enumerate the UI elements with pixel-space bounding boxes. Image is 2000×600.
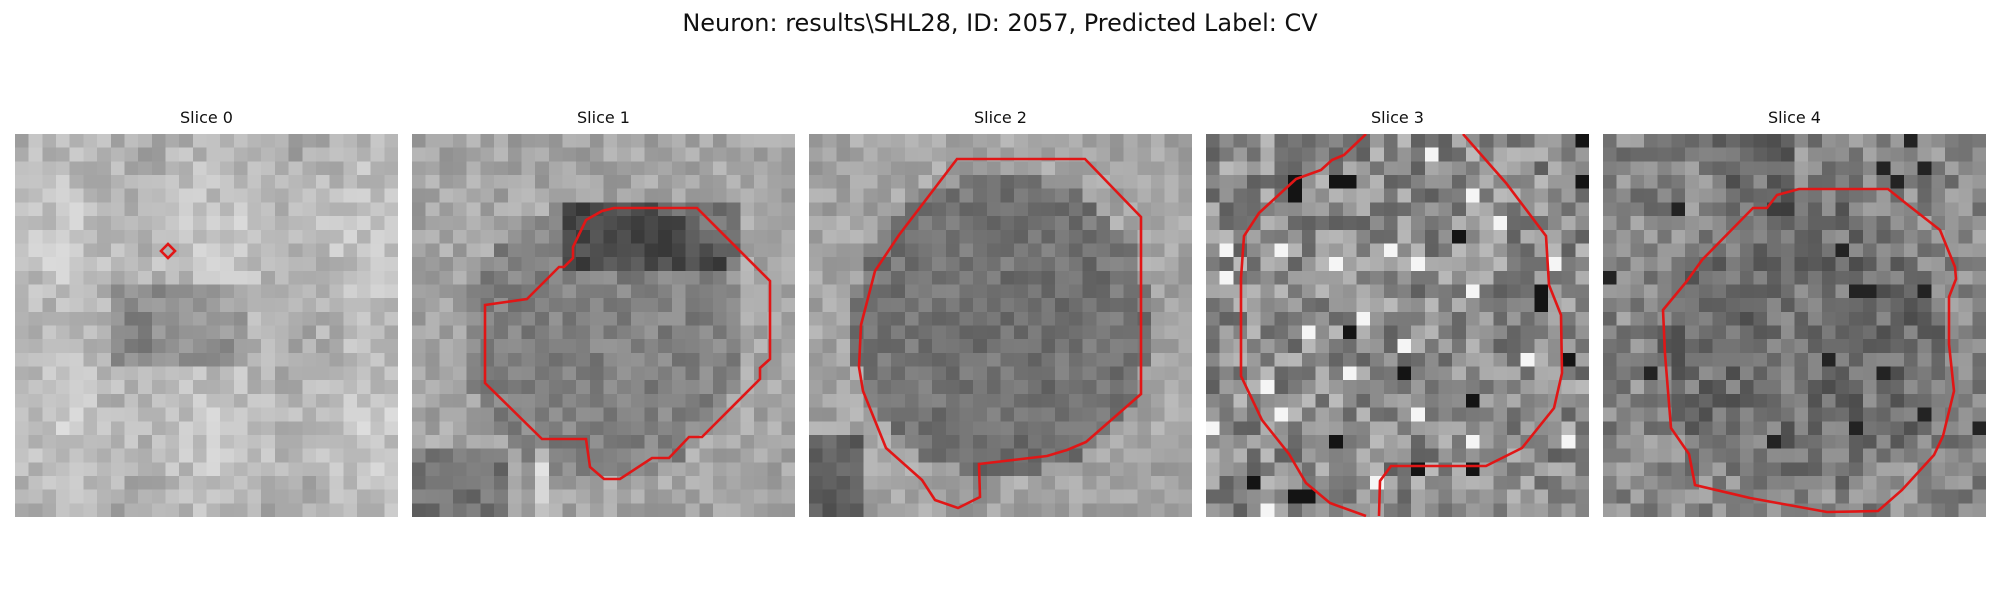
- slice-panel-0: Slice 0: [15, 108, 398, 517]
- grayscale-microscopy-image: [809, 134, 1192, 517]
- grayscale-microscopy-image: [1603, 134, 1986, 517]
- roi-outline: [1661, 187, 1958, 514]
- slice-image: [412, 134, 795, 517]
- slice-panel-2: Slice 2: [809, 108, 1192, 517]
- slice-image: [15, 134, 398, 517]
- slice-image: [809, 134, 1192, 517]
- grayscale-microscopy-image: [1206, 134, 1589, 517]
- grayscale-microscopy-image: [15, 134, 398, 517]
- roi-outline: [483, 206, 772, 481]
- slice-title: Slice 1: [577, 108, 630, 127]
- figure-title: Neuron: results\SHL28, ID: 2057, Predict…: [682, 9, 1318, 37]
- roi-outline: [1239, 134, 1564, 517]
- slice-image: [1603, 134, 1986, 517]
- slice-title: Slice 4: [1768, 108, 1821, 127]
- slice-panel-4: Slice 4: [1603, 108, 1986, 517]
- slice-panel-1: Slice 1: [412, 108, 795, 517]
- slice-title: Slice 0: [180, 108, 233, 127]
- roi-outline: [857, 157, 1143, 510]
- roi-outline: [159, 242, 177, 260]
- slice-image: [1206, 134, 1589, 517]
- slice-title: Slice 3: [1371, 108, 1424, 127]
- grayscale-microscopy-image: [412, 134, 795, 517]
- slice-title: Slice 2: [974, 108, 1027, 127]
- slice-panel-3: Slice 3: [1206, 108, 1589, 517]
